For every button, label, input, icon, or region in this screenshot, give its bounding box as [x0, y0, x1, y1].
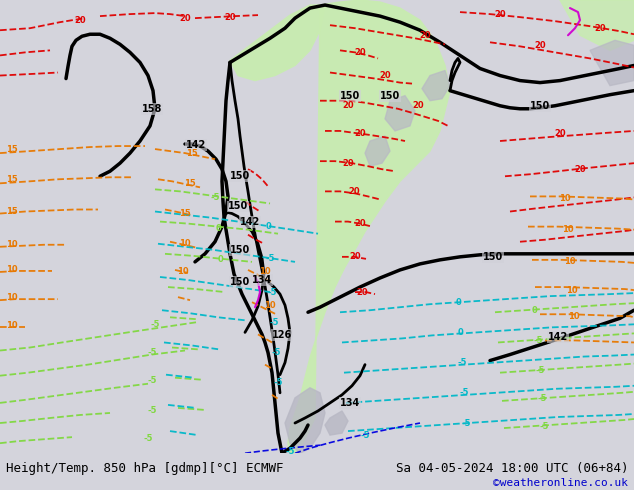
Text: 150: 150 [230, 245, 250, 255]
Text: 20: 20 [594, 24, 606, 33]
Text: 150: 150 [483, 252, 503, 262]
Text: 150: 150 [230, 172, 250, 181]
Text: 10: 10 [264, 301, 276, 310]
Text: 20: 20 [354, 219, 366, 228]
Text: 20: 20 [224, 13, 236, 22]
Text: -5: -5 [265, 254, 275, 263]
Text: 150: 150 [230, 277, 250, 287]
Text: 126: 126 [272, 330, 292, 341]
Text: 0: 0 [532, 306, 538, 315]
Text: 0: 0 [215, 224, 221, 233]
Text: 0: 0 [455, 297, 461, 307]
Text: 10: 10 [564, 257, 576, 267]
Text: 20: 20 [554, 129, 566, 139]
Text: 15: 15 [6, 145, 18, 153]
Text: -5: -5 [462, 418, 471, 428]
Text: 10: 10 [6, 293, 18, 302]
Text: -5: -5 [535, 366, 545, 375]
Text: 20: 20 [419, 31, 431, 40]
Text: 150: 150 [530, 101, 550, 111]
Text: -5: -5 [457, 358, 467, 367]
Text: 20: 20 [349, 252, 361, 261]
Text: 134: 134 [252, 275, 272, 285]
Text: 10: 10 [6, 240, 18, 249]
Polygon shape [560, 0, 634, 50]
Text: 150: 150 [228, 201, 248, 212]
Text: 10: 10 [6, 321, 18, 330]
Text: 15: 15 [179, 209, 191, 218]
Text: 10: 10 [179, 239, 191, 248]
Text: 15: 15 [186, 148, 198, 158]
Text: ©weatheronline.co.uk: ©weatheronline.co.uk [493, 478, 628, 488]
Text: 150: 150 [340, 91, 360, 100]
Text: 20: 20 [494, 10, 506, 19]
Text: 10: 10 [566, 286, 578, 294]
Text: 10: 10 [559, 194, 571, 203]
Text: 20: 20 [74, 16, 86, 24]
Text: -5: -5 [540, 421, 549, 431]
Text: 20: 20 [412, 101, 424, 110]
Text: 10: 10 [259, 268, 271, 276]
Polygon shape [590, 40, 634, 86]
Text: 134: 134 [340, 398, 360, 408]
Text: 150: 150 [380, 91, 400, 100]
Text: -5: -5 [360, 431, 370, 440]
Text: 158: 158 [142, 104, 162, 114]
Text: -5: -5 [285, 447, 295, 456]
Text: 0: 0 [265, 222, 271, 231]
Text: -5: -5 [143, 434, 153, 442]
Text: -5: -5 [210, 193, 220, 202]
Polygon shape [325, 411, 348, 435]
Text: 20: 20 [354, 129, 366, 139]
Text: 0: 0 [217, 255, 223, 265]
Text: -5: -5 [147, 348, 157, 357]
Text: 15: 15 [6, 207, 18, 216]
Text: 10: 10 [568, 312, 580, 321]
Text: 20: 20 [179, 14, 191, 23]
Text: 0: 0 [457, 328, 463, 337]
Text: 142: 142 [240, 217, 260, 226]
Text: -5: -5 [268, 288, 277, 296]
Polygon shape [385, 96, 415, 131]
Text: 20: 20 [348, 187, 360, 196]
Text: 20: 20 [356, 288, 368, 296]
Text: -5: -5 [533, 336, 543, 345]
Text: 20: 20 [342, 101, 354, 110]
Text: 142: 142 [548, 332, 568, 343]
Text: -5: -5 [147, 376, 157, 385]
Text: 10: 10 [562, 225, 574, 234]
Text: 20: 20 [574, 165, 586, 174]
Text: -5: -5 [459, 388, 469, 397]
Text: 20: 20 [342, 159, 354, 168]
Polygon shape [285, 388, 325, 453]
Text: Height/Temp. 850 hPa [gdmp][°C] ECMWF: Height/Temp. 850 hPa [gdmp][°C] ECMWF [6, 462, 283, 475]
Text: 10: 10 [177, 268, 189, 276]
Polygon shape [365, 136, 390, 166]
Text: 20: 20 [354, 48, 366, 57]
Text: 20: 20 [534, 41, 546, 50]
Text: 15: 15 [184, 179, 196, 188]
Polygon shape [288, 0, 450, 453]
Text: 10: 10 [6, 266, 18, 274]
Text: 20: 20 [379, 71, 391, 80]
Polygon shape [422, 71, 450, 101]
Text: -5: -5 [273, 378, 283, 387]
Polygon shape [230, 5, 325, 80]
Text: 142: 142 [186, 140, 206, 150]
Text: Sa 04-05-2024 18:00 UTC (06+84): Sa 04-05-2024 18:00 UTC (06+84) [396, 462, 628, 475]
Text: -5: -5 [537, 394, 547, 403]
Text: -5: -5 [271, 348, 281, 357]
Text: -5: -5 [150, 320, 160, 329]
Text: 15: 15 [6, 175, 18, 184]
Text: -5: -5 [147, 406, 157, 416]
Text: -5: -5 [269, 318, 279, 327]
